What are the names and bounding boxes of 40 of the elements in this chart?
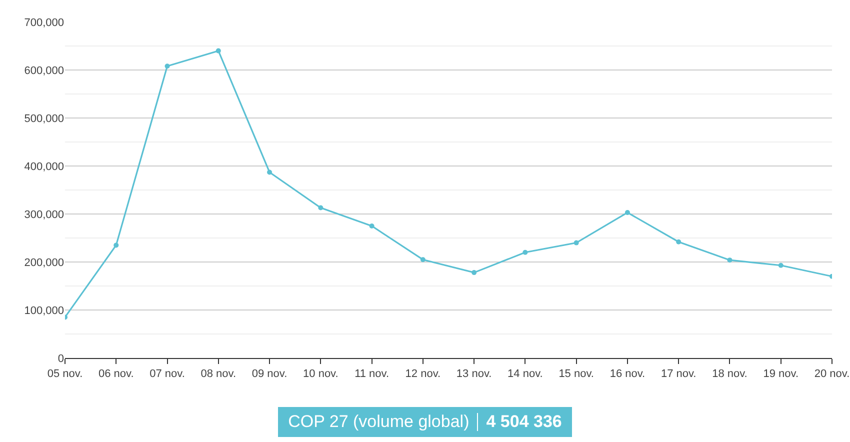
point	[318, 205, 324, 210]
y-tick-label: 200,000	[24, 256, 64, 269]
y-tick-label: 400,000	[24, 160, 64, 173]
point	[369, 224, 374, 228]
point	[778, 262, 784, 268]
point	[574, 240, 579, 246]
x-tick-label: 14 nov.	[508, 368, 543, 380]
x-tick-label: 05 nov.	[47, 368, 83, 380]
point	[267, 170, 272, 175]
x-tick-label: 10 nov.	[303, 368, 338, 380]
point	[420, 257, 426, 262]
point	[624, 210, 630, 216]
y-tick-label: 500,000	[24, 112, 64, 125]
x-tick-label: 13 nov.	[456, 368, 492, 380]
text: 4 504 336	[486, 412, 562, 432]
point	[727, 258, 732, 263]
y-tick-label: 100,000	[24, 304, 64, 317]
x-tick-label: 08 nov.	[200, 368, 236, 380]
x-tick-label: 17 nov.	[660, 368, 696, 380]
y-tick-label: 300,000	[24, 208, 64, 221]
x-tick-label: 12 nov.	[405, 368, 441, 380]
x-tick-label: 18 nov.	[712, 368, 748, 380]
x-tick-label: 11 nov.	[354, 368, 390, 380]
x-tick-label: 07 nov.	[150, 368, 185, 380]
point	[522, 250, 528, 255]
y-tick-label: 600,000	[24, 64, 64, 77]
x-tick-label: 15 nov.	[558, 368, 594, 380]
point	[164, 64, 170, 69]
x-tick-label: 06 nov.	[98, 368, 134, 380]
x-tick-label: 16 nov.	[610, 368, 646, 380]
x-tick-label: 09 nov.	[252, 368, 288, 380]
point	[676, 239, 682, 244]
x-tick-label: 19 nov.	[763, 368, 799, 380]
point	[216, 48, 221, 54]
point	[472, 270, 477, 276]
x-tick-label: 20 nov.	[814, 368, 850, 380]
text: COP 27 (volume global)	[288, 412, 470, 432]
y-tick-label: 700,000	[24, 16, 64, 29]
point	[114, 242, 119, 248]
y-tick-label: 0	[58, 352, 64, 365]
